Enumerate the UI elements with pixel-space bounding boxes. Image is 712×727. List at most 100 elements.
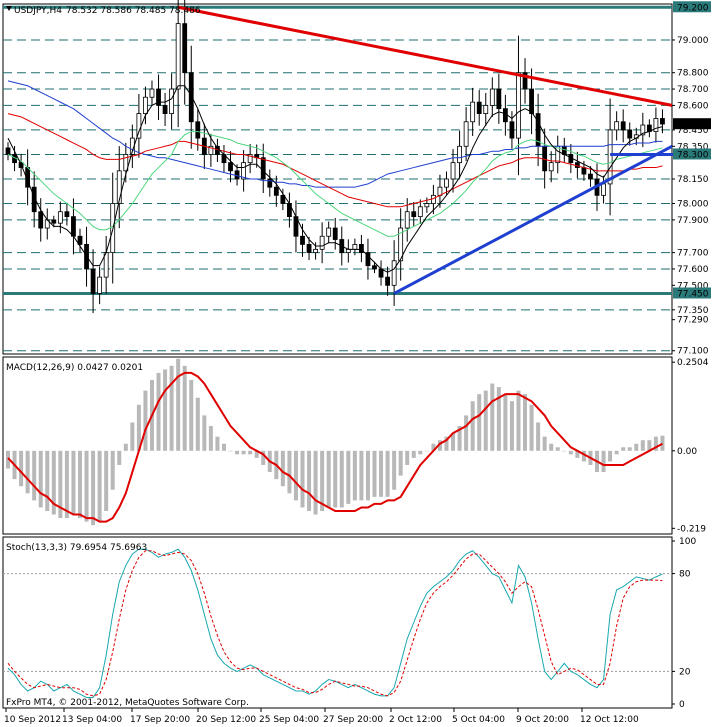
price-level-box	[673, 287, 711, 299]
macd-histogram-bar	[372, 450, 377, 497]
macd-histogram-bar	[562, 450, 567, 452]
price-tick-label: 79.000	[677, 36, 709, 46]
macd-histogram-bar	[97, 450, 102, 522]
macd-histogram-bar	[248, 450, 253, 455]
macd-histogram-bar	[536, 422, 541, 451]
candle-body	[260, 157, 266, 180]
macd-histogram-bar	[411, 450, 416, 458]
macd-tick-label: 0.00	[677, 447, 697, 457]
candle-body	[31, 186, 37, 213]
candle-body	[156, 88, 161, 106]
macd-histogram-bar	[19, 450, 24, 487]
macd-histogram-bar	[418, 450, 423, 455]
candle-body	[607, 129, 613, 185]
macd-histogram-bar	[627, 447, 632, 451]
resistance-trendline	[177, 5, 673, 107]
stoch-tick-label: 80	[679, 570, 691, 580]
price-tick-label: 77.900	[677, 216, 709, 226]
macd-histogram-bar	[280, 450, 285, 487]
macd-tick-label: -0.219	[677, 524, 706, 534]
candle-body	[97, 276, 103, 294]
macd-histogram-bar	[601, 450, 606, 473]
macd-histogram-bar	[653, 436, 658, 451]
candle-body	[188, 72, 194, 123]
macd-histogram-bar	[6, 450, 10, 469]
macd-histogram-bar	[208, 426, 213, 451]
macd-histogram-bar	[130, 422, 135, 451]
candle-body	[660, 118, 665, 125]
macd-histogram-bar	[398, 450, 403, 476]
macd-histogram-bar	[32, 450, 37, 501]
macd-histogram-bar	[189, 380, 194, 451]
candle-body	[476, 101, 482, 114]
macd-histogram-bar	[647, 440, 652, 451]
moving-average-red	[7, 113, 663, 208]
macd-histogram-bar	[365, 450, 370, 501]
symbol-arrow-icon	[6, 6, 12, 11]
macd-histogram-bar	[634, 443, 639, 451]
macd-histogram-bar	[84, 450, 89, 522]
macd-title: MACD(12,26,9) 0.0427 0.0201	[6, 363, 143, 373]
macd-histogram-bar	[523, 394, 528, 451]
candle-body	[247, 154, 253, 164]
macd-histogram-bar	[104, 450, 109, 511]
macd-histogram-bar	[359, 450, 364, 501]
macd-histogram-bar	[496, 387, 501, 451]
candle-body	[326, 227, 332, 237]
macd-histogram-bar	[261, 450, 266, 465]
macd-histogram-bar	[64, 450, 69, 519]
macd-histogram-bar	[307, 450, 312, 511]
stoch-tick-label: 100	[679, 537, 696, 547]
price-tick-label: 79.200	[677, 3, 709, 13]
price-tick-label: 77.500	[677, 281, 709, 291]
macd-histogram-bar	[293, 450, 298, 501]
time-tick-label: 2 Oct 12:00	[389, 715, 442, 725]
macd-histogram-bar	[339, 450, 344, 508]
price-tick-label: 77.350	[677, 306, 709, 316]
time-tick-label: 12 Oct 12:00	[580, 715, 639, 725]
macd-histogram-bar	[300, 450, 305, 508]
price-tick-label: 77.700	[677, 249, 709, 259]
candle-body	[424, 203, 430, 208]
macd-histogram-bar	[221, 443, 226, 451]
macd-histogram-bar	[405, 450, 410, 465]
macd-histogram-bar	[568, 450, 573, 455]
price-tick-label: 77.100	[677, 347, 709, 357]
last-price-box	[673, 118, 711, 130]
macd-histogram-bar	[241, 450, 246, 455]
macd-histogram-bar	[71, 450, 76, 515]
macd-histogram-bar	[464, 415, 469, 451]
macd-histogram-bar	[392, 450, 397, 490]
candle-body	[319, 235, 325, 250]
candle-body	[581, 167, 587, 175]
macd-histogram-bar	[424, 450, 429, 452]
time-tick-label: 10 Sep 2012	[4, 715, 61, 725]
candle-body	[457, 145, 462, 164]
price-level-box	[673, 148, 711, 160]
candle-body	[352, 244, 358, 250]
macd-histogram-bar	[431, 443, 436, 451]
price-tick-label: 77.290	[677, 316, 709, 326]
price-tick-label: 78.600	[677, 101, 709, 111]
candle-body	[241, 162, 247, 180]
macd-histogram-bar	[77, 450, 82, 519]
candle-body	[372, 265, 377, 270]
candle-body	[77, 235, 83, 245]
macd-histogram-bar	[549, 443, 554, 451]
candle-body	[359, 244, 364, 253]
macd-histogram-bar	[542, 436, 547, 451]
macd-histogram-bar	[437, 440, 442, 451]
price-tick-label: 78.000	[677, 200, 709, 210]
candle-body	[5, 147, 11, 155]
stoch-tick-label: 20	[679, 667, 691, 677]
moving-average-blue	[7, 80, 663, 188]
candle-body	[123, 154, 129, 172]
candle-body	[143, 96, 148, 114]
candle-body	[620, 121, 626, 131]
candle-body	[450, 162, 456, 180]
price-level-box	[673, 1, 711, 13]
candle-body	[483, 105, 489, 114]
macd-histogram-bar	[575, 450, 580, 458]
